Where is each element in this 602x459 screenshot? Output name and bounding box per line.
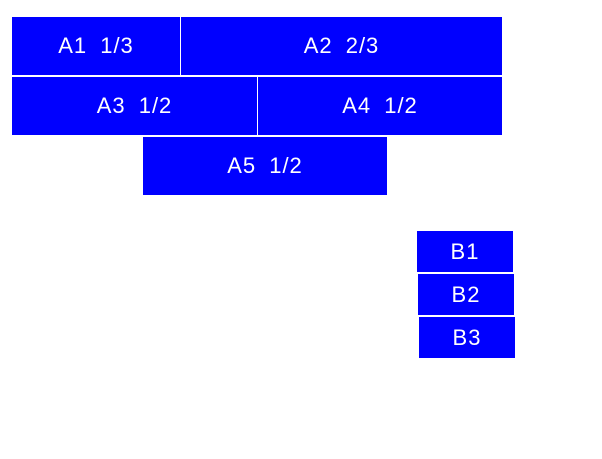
- box-label: A4 1/2: [342, 93, 418, 118]
- box-a1: A1 1/3: [12, 17, 180, 75]
- box-b1: B1: [417, 231, 513, 272]
- box-label: A5 1/2: [227, 153, 303, 178]
- box-label: B2: [451, 281, 481, 307]
- box-label: A2 2/3: [303, 33, 380, 58]
- box-label: A3 1/2: [96, 93, 173, 118]
- box-label: A1 1/3: [58, 33, 134, 58]
- box-a5: A5 1/2: [143, 137, 387, 195]
- box-b3: B3: [419, 317, 515, 358]
- box-a3: A3 1/2: [12, 77, 257, 135]
- box-label: B1: [450, 238, 480, 264]
- box-a2: A2 2/3: [181, 17, 502, 75]
- box-a4: A4 1/2: [258, 77, 502, 135]
- box-label: B3: [452, 324, 482, 350]
- box-b2: B2: [418, 274, 514, 315]
